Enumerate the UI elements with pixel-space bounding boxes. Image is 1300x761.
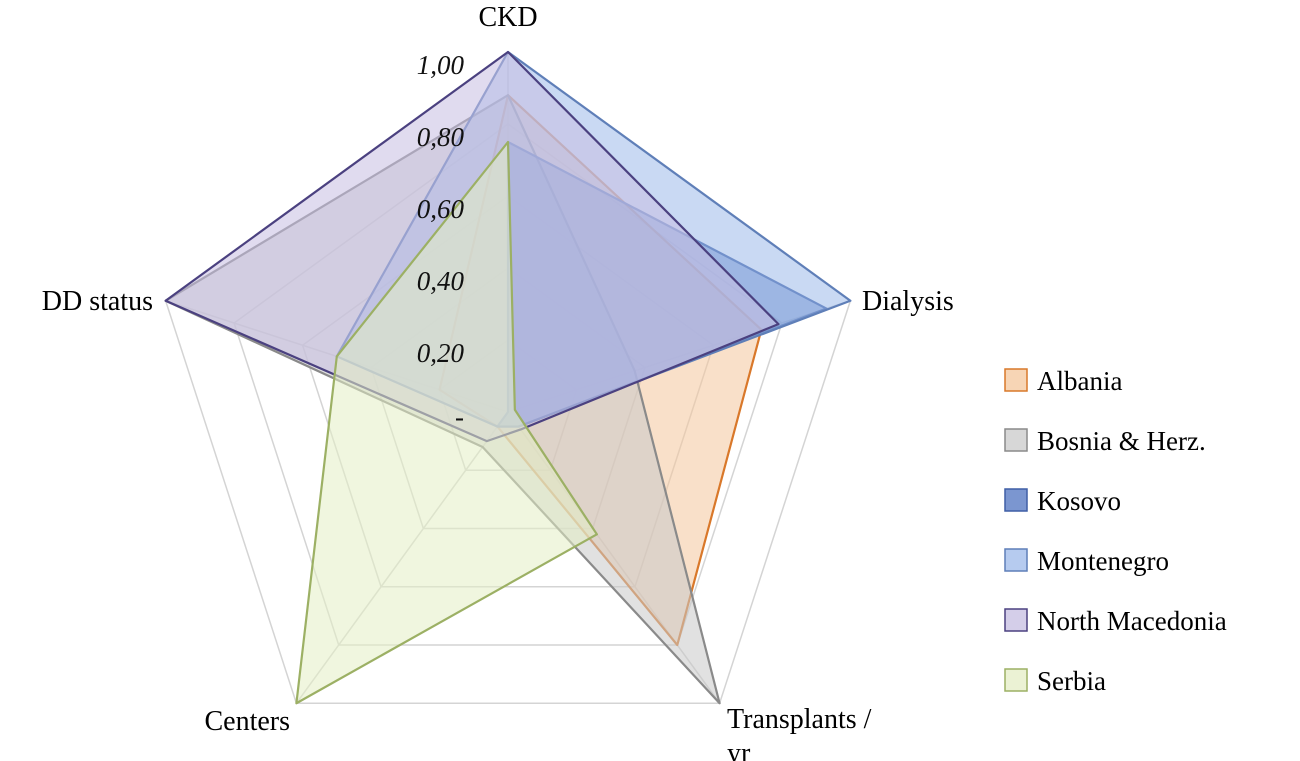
tick-label: - [455, 402, 464, 432]
tick-label: 1,00 [417, 50, 465, 80]
legend-swatch [1004, 548, 1028, 572]
series-polygons [164, 50, 852, 705]
axis-label: Transplants / [727, 704, 872, 735]
tick-label: 0,60 [417, 194, 465, 224]
legend-label: Montenegro [1037, 546, 1169, 576]
axis-label: Dialysis [862, 286, 954, 317]
series-polygon-serbia [295, 140, 598, 705]
legend-swatch [1004, 428, 1028, 452]
legend-swatch [1004, 608, 1028, 632]
tick-label: 0,80 [417, 122, 465, 152]
axis-label: CKD [478, 2, 537, 33]
legend-label: Albania [1037, 366, 1122, 396]
legend-swatch [1004, 488, 1028, 512]
legend-label: North Macedonia [1037, 606, 1227, 636]
legend-swatch [1004, 368, 1028, 392]
legend-label: Bosnia & Herz. [1037, 426, 1206, 456]
axis-label: yr [727, 738, 751, 761]
axis-labels: CKD Dialysis Transplants / yr Centers DD stat… [42, 2, 954, 761]
legend-swatch [1004, 668, 1028, 692]
tick-label: 0,20 [417, 338, 465, 368]
axis-label: Centers [204, 706, 290, 737]
tick-label: 0,40 [417, 266, 465, 296]
legend-label: Kosovo [1037, 486, 1121, 516]
legend-label: Serbia [1037, 666, 1106, 696]
axis-label: DD status [42, 286, 153, 317]
legend: Albania Bosnia & Herz. Kosovo Montenegro Nor… [1004, 366, 1227, 696]
tick-labels: - 0,20 0,40 0,60 0,80 1,00 [417, 50, 465, 432]
